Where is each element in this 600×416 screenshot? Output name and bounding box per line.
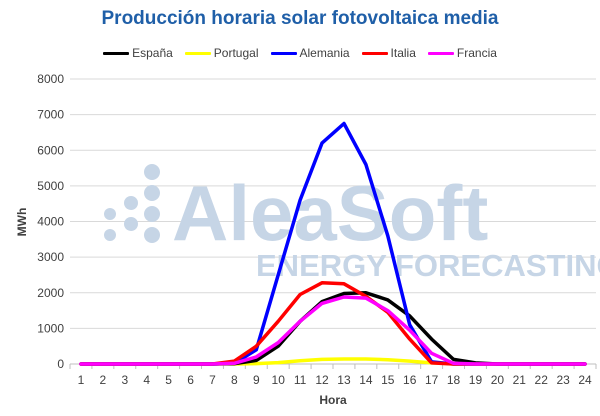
y-tick-label: 7000 xyxy=(37,108,64,122)
watermark-brand: AleaSoft xyxy=(172,169,488,257)
x-tick-label: 18 xyxy=(447,373,461,387)
y-axis-title: MWh xyxy=(15,208,29,237)
x-tick-label: 1 xyxy=(78,373,85,387)
x-tick-label: 24 xyxy=(578,373,592,387)
x-tick-label: 4 xyxy=(143,373,150,387)
x-tick-label: 22 xyxy=(535,373,549,387)
x-tick-labels: 1 2 3 4 5 6 7 8 9 10 11 12 13 14 15 16 17 18 19 20 21 22 23 24 xyxy=(78,373,592,387)
x-tick-label: 12 xyxy=(315,373,329,387)
legend: España Portugal Alemania Italia Francia xyxy=(0,46,600,60)
legend-item-portugal: Portugal xyxy=(184,46,259,60)
series-line-francia xyxy=(79,295,587,366)
x-tick-label: 2 xyxy=(100,373,107,387)
x-tick-label: 9 xyxy=(253,373,260,387)
gridlines xyxy=(70,78,596,329)
y-tick-label: 6000 xyxy=(37,143,64,157)
x-tick-label: 10 xyxy=(272,373,286,387)
x-tick-label: 11 xyxy=(294,373,307,387)
legend-label: Italia xyxy=(390,46,416,60)
x-tick-label: 6 xyxy=(187,373,194,387)
x-tick-label: 21 xyxy=(513,373,527,387)
x-tick-label: 5 xyxy=(165,373,172,387)
x-tick-label: 16 xyxy=(403,373,417,387)
legend-swatch xyxy=(184,51,211,55)
legend-item-italia: Italia xyxy=(361,46,416,60)
watermark-tagline: ENERGY FORECASTING xyxy=(256,248,600,283)
legend-swatch xyxy=(270,51,297,55)
watermark: AleaSoft ENERGY FORECASTING xyxy=(104,164,600,283)
x-tick-label: 23 xyxy=(556,373,570,387)
legend-swatch xyxy=(427,51,454,55)
x-tick-label: 8 xyxy=(231,373,238,387)
x-tick-label: 15 xyxy=(381,373,395,387)
chart-title: Producción horaria solar fotovoltaica me… xyxy=(101,8,499,29)
series-line-italia xyxy=(79,281,587,366)
y-tick-label: 3000 xyxy=(37,250,64,264)
x-tick-label: 3 xyxy=(121,373,128,387)
legend-item-alemania: Alemania xyxy=(270,46,350,60)
y-tick-label: 0 xyxy=(57,357,64,371)
legend-swatch xyxy=(103,51,130,55)
y-tick-label: 1000 xyxy=(37,321,64,335)
series-lines xyxy=(79,121,587,366)
y-tick-label: 8000 xyxy=(37,72,64,86)
legend-item-francia: Francia xyxy=(427,46,497,60)
y-tick-label: 4000 xyxy=(37,215,64,229)
legend-label: España xyxy=(132,46,173,60)
x-tick-label: 13 xyxy=(337,373,351,387)
x-tick-label: 14 xyxy=(359,373,373,387)
legend-label: Portugal xyxy=(213,46,259,60)
x-tick-label: 19 xyxy=(469,373,483,387)
legend-label: Francia xyxy=(456,46,497,60)
y-tick-labels: 0 1000 2000 3000 4000 5000 6000 7000 8000 xyxy=(37,72,64,371)
watermark-logo-dots xyxy=(104,164,160,243)
y-tick-label: 5000 xyxy=(37,179,64,193)
legend-label: Alemania xyxy=(299,46,350,60)
legend-swatch xyxy=(361,51,388,55)
legend-item-espana: España xyxy=(103,46,173,60)
x-tick-label: 7 xyxy=(209,373,216,387)
y-tick-label: 2000 xyxy=(37,286,64,300)
x-tick-label: 20 xyxy=(491,373,505,387)
x-axis-title: Hora xyxy=(319,393,347,407)
x-tick-label: 17 xyxy=(425,373,439,387)
